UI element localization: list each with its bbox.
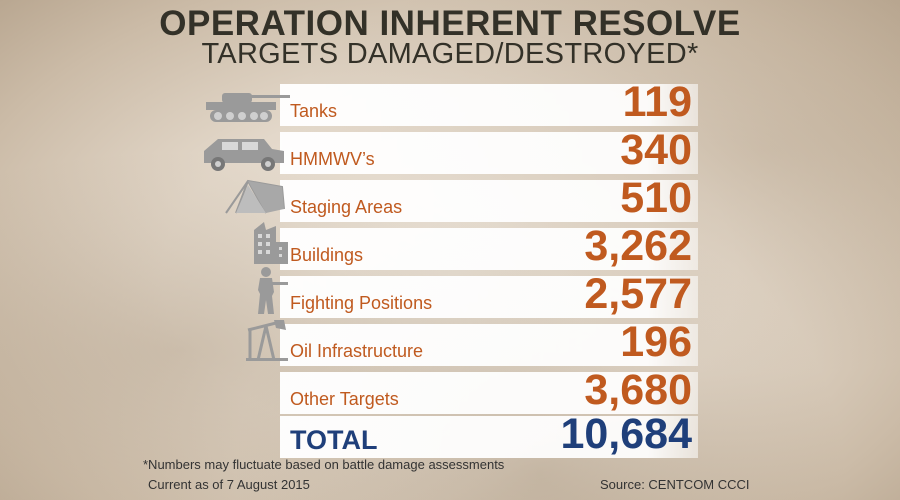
building-icon [254,222,288,264]
row-label: Buildings [290,245,364,265]
row-label: HMMWV’s [290,149,375,169]
row-hmmwv: HMMWV’s 340 [280,126,698,174]
row-value: 196 [620,318,692,366]
row-fighting-positions: Fighting Positions 2,577 [280,270,698,318]
humvee-icon [204,139,284,171]
row-buildings: Buildings 3,262 [280,222,698,270]
row-value: 510 [620,174,692,222]
row-value: 3,262 [584,222,692,270]
tank-icon [206,93,290,122]
row-value: 2,577 [584,270,692,318]
row-total: TOTAL 10,684 [280,410,698,458]
oil-pump-icon [246,320,288,361]
total-label: TOTAL [290,425,378,455]
row-label: Tanks [290,101,338,121]
row-label: Staging Areas [290,197,403,217]
current-date-note: Current as of 7 August 2015 [148,477,310,492]
source-note: Source: CENTCOM CCCI [600,477,750,492]
tent-icon [225,179,285,214]
row-value: 3,680 [584,366,692,414]
page-title: OPERATION INHERENT RESOLVE [159,4,741,43]
page-subtitle: TARGETS DAMAGED/DESTROYED* [201,38,699,70]
row-label: Fighting Positions [290,293,433,313]
row-other-targets: Other Targets 3,680 [280,366,698,414]
total-value: 10,684 [560,410,692,458]
row-staging-areas: Staging Areas 510 [280,174,698,222]
row-label: Oil Infrastructure [290,341,424,361]
row-value: 340 [620,126,692,174]
row-label: Other Targets [290,389,399,409]
row-oil-infrastructure: Oil Infrastructure 196 [280,318,698,366]
footnote: *Numbers may fluctuate based on battle d… [143,457,505,472]
row-tanks: Tanks 119 [280,78,698,126]
row-value: 119 [622,78,692,126]
soldier-icon [258,267,288,314]
